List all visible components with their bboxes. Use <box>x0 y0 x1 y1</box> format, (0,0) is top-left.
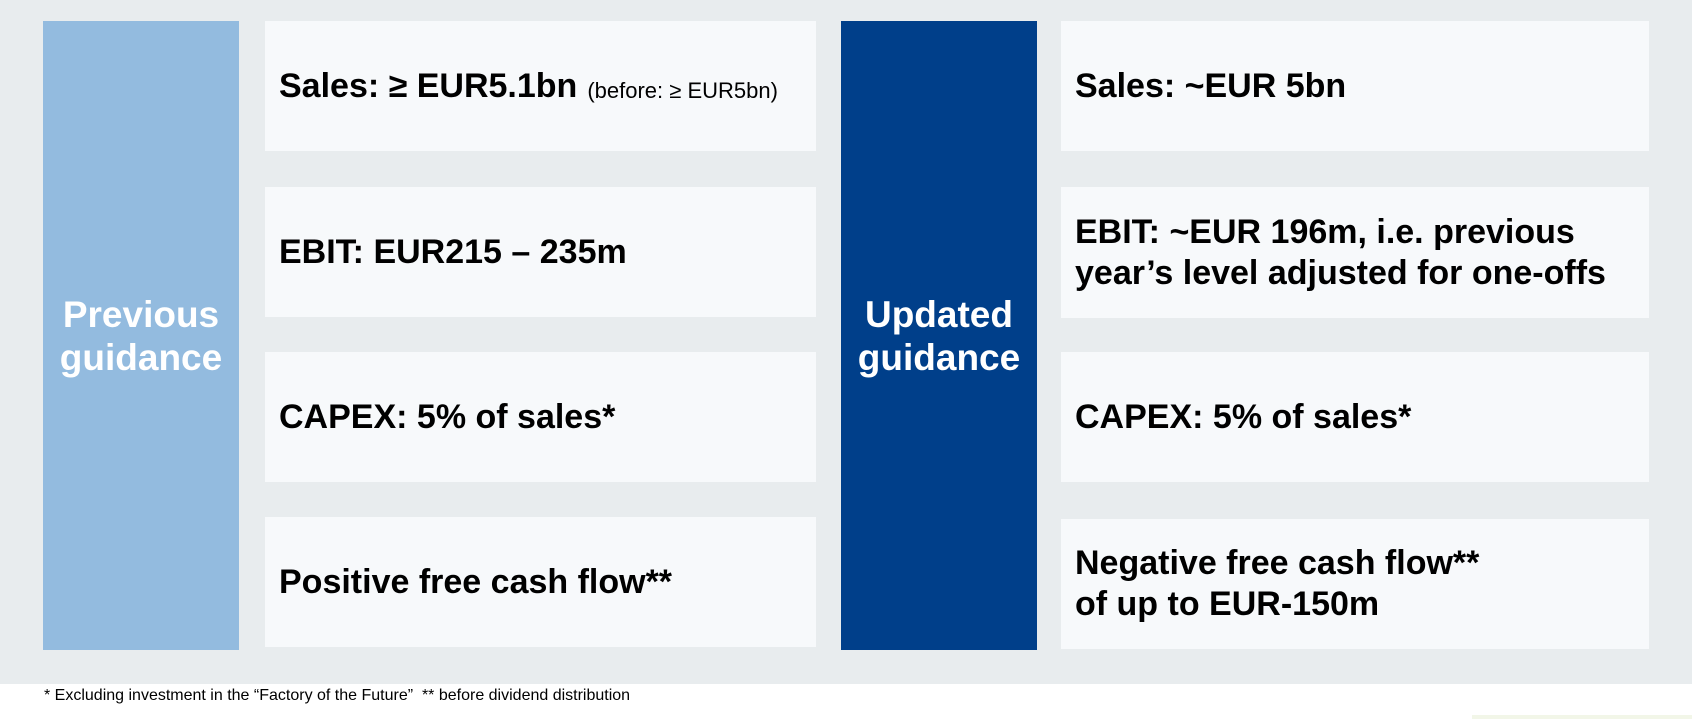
previous-sales-text: Sales: ≥ EUR5.1bn <box>279 66 578 105</box>
updated-guidance-heading: Updated guidance <box>841 21 1037 650</box>
previous-ebit-card: EBIT: EUR215 – 235m <box>265 187 816 317</box>
updated-ebit-card: EBIT: ~EUR 196m, i.e. previous year’s le… <box>1061 187 1649 318</box>
previous-sales-card: Sales: ≥ EUR5.1bn (before: ≥ EUR5bn) <box>265 21 816 151</box>
updated-sales-card: Sales: ~EUR 5bn <box>1061 21 1649 151</box>
previous-capex-text: CAPEX: 5% of sales* <box>279 397 616 436</box>
previous-ebit-text: EBIT: EUR215 – 235m <box>279 232 627 271</box>
previous-capex-card: CAPEX: 5% of sales* <box>265 352 816 482</box>
updated-sales-text: Sales: ~EUR 5bn <box>1075 66 1347 105</box>
updated-cashflow-card: Negative free cash flow** of up to EUR-1… <box>1061 519 1649 649</box>
updated-ebit-text: EBIT: ~EUR 196m, i.e. previous year’s le… <box>1075 212 1606 292</box>
updated-capex-text: CAPEX: 5% of sales* <box>1075 397 1412 436</box>
previous-guidance-heading: Previous guidance <box>43 21 239 650</box>
bottom-accent-strip <box>1472 715 1692 719</box>
footnote: * Excluding investment in the “Factory o… <box>44 687 631 704</box>
updated-capex-card: CAPEX: 5% of sales* <box>1061 352 1649 482</box>
updated-cashflow-text: Negative free cash flow** of up to EUR-1… <box>1075 544 1480 623</box>
previous-cashflow-text: Positive free cash flow** <box>279 562 673 601</box>
previous-guidance-heading-text: Previous guidance <box>59 293 223 378</box>
guidance-panel: Previous guidance Sales: ≥ EUR5.1bn (bef… <box>0 0 1692 684</box>
previous-sales-note: (before: ≥ EUR5bn) <box>587 77 778 103</box>
previous-cashflow-card: Positive free cash flow** <box>265 517 816 647</box>
updated-guidance-heading-text: Updated guidance <box>857 293 1021 378</box>
